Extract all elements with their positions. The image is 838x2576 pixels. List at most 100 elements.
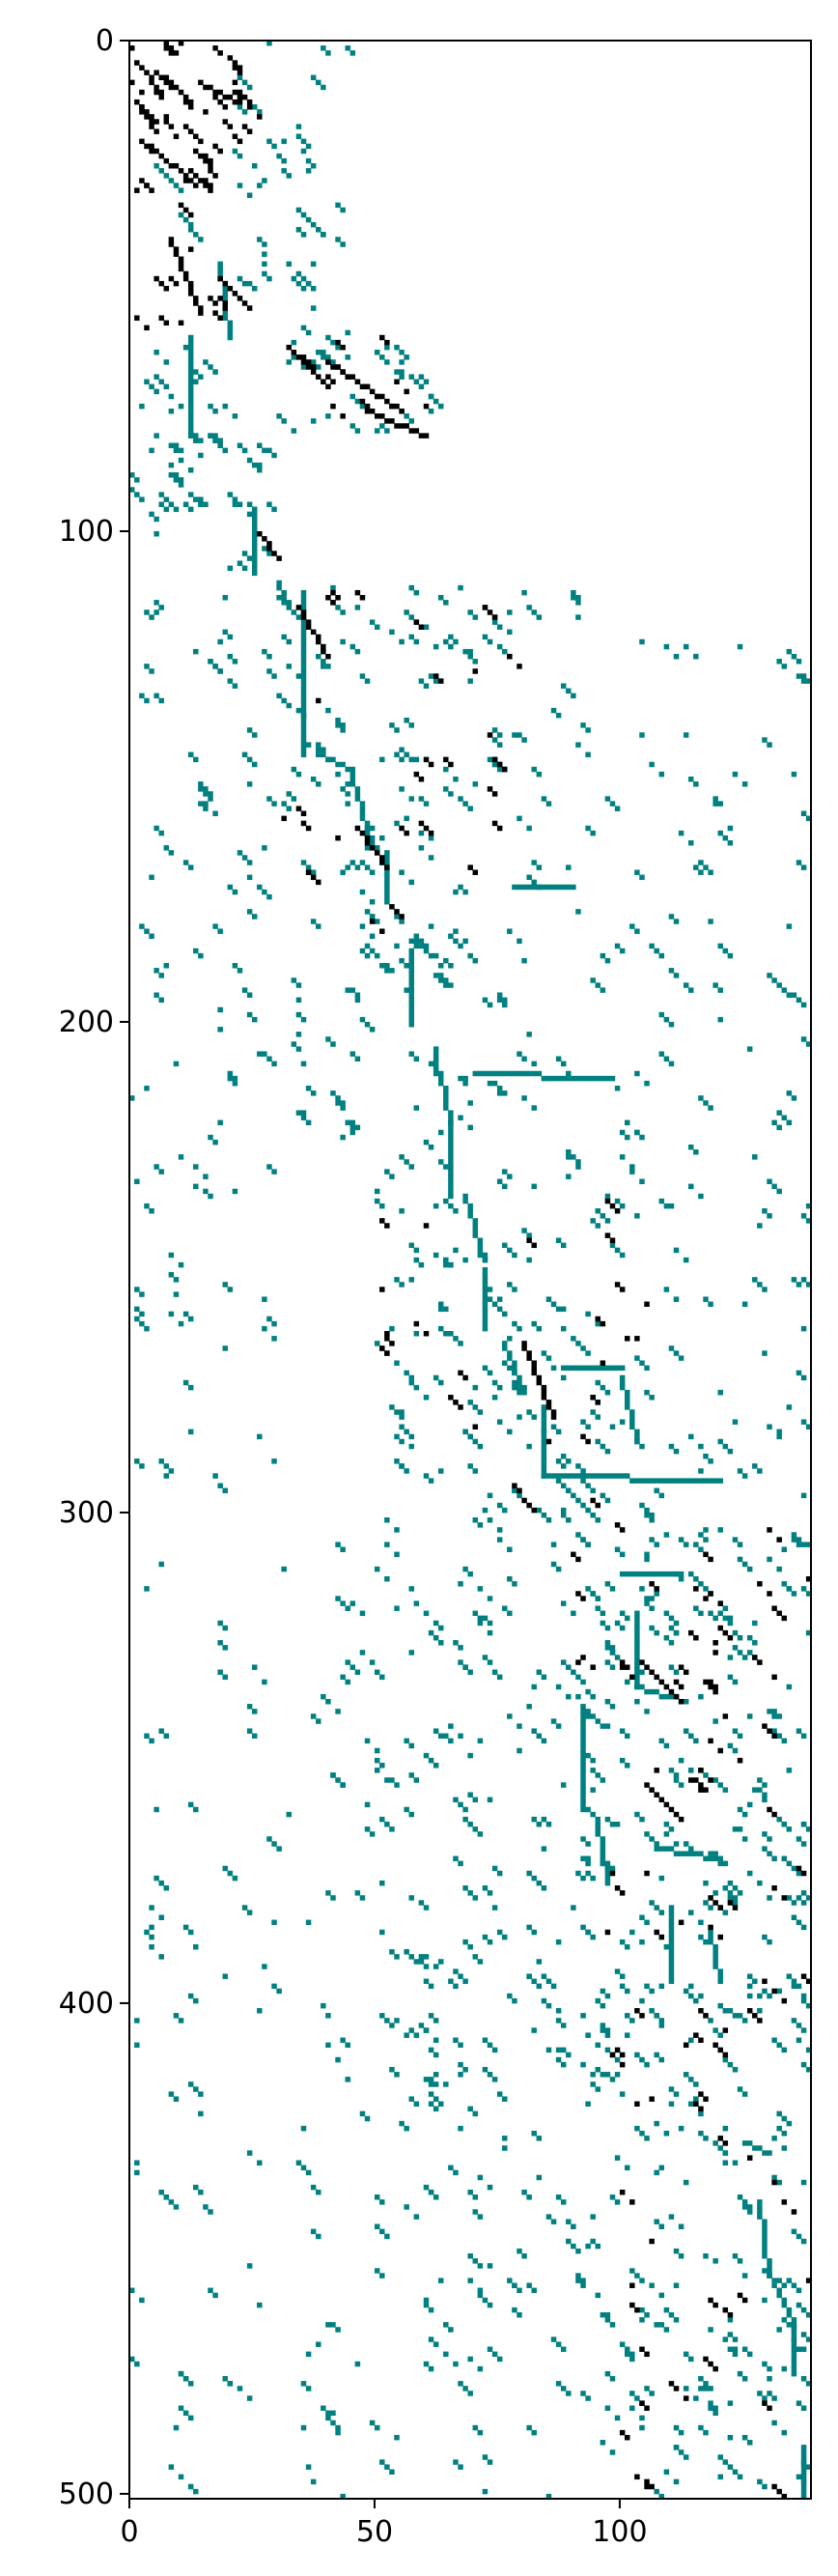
nonzero-cell bbox=[246, 280, 253, 287]
nonzero-cell bbox=[732, 2351, 739, 2358]
nonzero-cell bbox=[168, 237, 175, 242]
nonzero-cell bbox=[408, 938, 414, 945]
nonzero-cell bbox=[639, 1360, 645, 1366]
nonzero-cell bbox=[134, 2018, 140, 2024]
nonzero-cell bbox=[458, 943, 463, 949]
nonzero-cell bbox=[359, 830, 366, 836]
nonzero-cell bbox=[251, 462, 258, 468]
nonzero-cell bbox=[571, 1154, 576, 1160]
nonzero-cell bbox=[316, 879, 321, 886]
nonzero-cell bbox=[482, 997, 489, 1004]
nonzero-cell bbox=[737, 1650, 743, 1656]
nonzero-cell bbox=[604, 957, 611, 964]
nonzero-cell bbox=[399, 825, 405, 832]
nonzero-cell bbox=[683, 2179, 689, 2186]
nonzero-cell bbox=[634, 2474, 640, 2480]
nonzero-cell bbox=[590, 1693, 596, 1700]
nonzero-cell bbox=[212, 300, 218, 306]
nonzero-cell bbox=[271, 1061, 277, 1067]
nonzero-cell bbox=[300, 742, 307, 748]
nonzero-cell bbox=[717, 1610, 723, 1617]
nonzero-cell bbox=[482, 1282, 489, 1288]
nonzero-cell bbox=[433, 1070, 439, 1077]
nonzero-cell bbox=[399, 1438, 405, 1445]
nonzero-cell bbox=[668, 1949, 675, 1955]
nonzero-cell bbox=[340, 761, 346, 768]
nonzero-cell bbox=[276, 1988, 282, 1995]
nonzero-cell bbox=[717, 1478, 723, 1484]
nonzero-cell bbox=[571, 1551, 576, 1558]
nonzero-cell bbox=[781, 664, 788, 669]
nonzero-cell bbox=[168, 2464, 175, 2470]
nonzero-cell bbox=[688, 1993, 694, 1999]
nonzero-cell bbox=[364, 840, 371, 846]
nonzero-cell bbox=[517, 1487, 522, 1494]
nonzero-cell bbox=[512, 1070, 517, 1077]
nonzero-cell bbox=[222, 1487, 228, 1494]
nonzero-cell bbox=[639, 638, 645, 645]
nonzero-cell bbox=[560, 2061, 567, 2068]
nonzero-cell bbox=[639, 1659, 645, 1665]
nonzero-cell bbox=[408, 1811, 414, 1818]
nonzero-cell bbox=[173, 133, 180, 139]
nonzero-cell bbox=[384, 850, 390, 856]
nonzero-cell bbox=[712, 1964, 718, 1969]
nonzero-cell bbox=[453, 1400, 459, 1405]
nonzero-cell bbox=[600, 1213, 606, 1219]
nonzero-cell bbox=[335, 364, 341, 370]
nonzero-cell bbox=[668, 1571, 675, 1577]
nonzero-cell bbox=[767, 2391, 772, 2396]
nonzero-cell bbox=[300, 643, 307, 650]
nonzero-cell bbox=[708, 1105, 713, 1111]
nonzero-cell bbox=[281, 589, 287, 596]
nonzero-cell bbox=[178, 477, 184, 483]
nonzero-cell bbox=[688, 1733, 694, 1740]
nonzero-cell bbox=[654, 2013, 659, 2019]
nonzero-cell bbox=[580, 1473, 586, 1479]
nonzero-cell bbox=[212, 810, 218, 817]
nonzero-cell bbox=[644, 2386, 650, 2392]
nonzero-cell bbox=[428, 1478, 434, 1484]
nonzero-cell bbox=[354, 428, 361, 434]
nonzero-cell bbox=[560, 1365, 567, 1372]
nonzero-cell bbox=[786, 2278, 793, 2283]
nonzero-cell bbox=[472, 1223, 479, 1229]
nonzero-cell bbox=[732, 1645, 739, 1651]
nonzero-cell bbox=[217, 438, 223, 443]
nonzero-cell bbox=[433, 2052, 439, 2058]
nonzero-cell bbox=[168, 50, 175, 56]
nonzero-cell bbox=[182, 99, 189, 105]
nonzero-cell bbox=[541, 1384, 547, 1391]
nonzero-cell bbox=[566, 1473, 572, 1479]
nonzero-cell bbox=[134, 1316, 140, 1322]
nonzero-cell bbox=[232, 65, 238, 71]
nonzero-cell bbox=[771, 1119, 777, 1126]
nonzero-cell bbox=[178, 202, 184, 209]
nonzero-cell bbox=[482, 1252, 489, 1259]
nonzero-cell bbox=[467, 2253, 473, 2259]
nonzero-cell bbox=[437, 595, 444, 601]
nonzero-cell bbox=[458, 2381, 463, 2387]
nonzero-cell bbox=[491, 2047, 498, 2053]
nonzero-cell bbox=[300, 629, 307, 636]
nonzero-cell bbox=[722, 2160, 729, 2166]
nonzero-cell bbox=[163, 45, 170, 51]
nonzero-cell bbox=[291, 350, 297, 355]
nonzero-cell bbox=[437, 678, 444, 684]
nonzero-cell bbox=[531, 1360, 537, 1366]
nonzero-cell bbox=[458, 1404, 463, 1410]
nonzero-cell bbox=[741, 2140, 748, 2146]
nonzero-cell bbox=[595, 1473, 601, 1479]
nonzero-cell bbox=[624, 1134, 630, 1141]
nonzero-cell bbox=[781, 2302, 788, 2308]
nonzero-cell bbox=[639, 1914, 645, 1920]
nonzero-cell bbox=[310, 629, 317, 636]
nonzero-cell bbox=[555, 1306, 562, 1313]
nonzero-cell bbox=[668, 1964, 675, 1969]
nonzero-cell bbox=[708, 1905, 713, 1911]
nonzero-cell bbox=[658, 1983, 665, 1990]
nonzero-cell bbox=[590, 1768, 596, 1773]
nonzero-cell bbox=[467, 864, 473, 870]
nonzero-cell bbox=[673, 2386, 680, 2392]
nonzero-cell bbox=[384, 1331, 390, 1337]
